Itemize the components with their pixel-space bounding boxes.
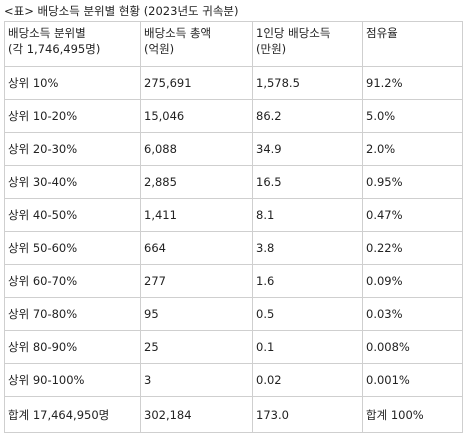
cell-per-capita: 8.1 [252,198,363,232]
cell-share: 0.03% [362,297,463,331]
header-line: 배당소득 분위별 [8,26,86,40]
cell-total: 95 [140,297,253,331]
table-row: 상위 80-90% 25 0.1 0.008% [4,330,463,364]
header-line: 점유율 [366,26,398,40]
header-income-percentile: 배당소득 분위별 (각 1,746,495명) [4,21,141,67]
table-header-row: 배당소득 분위별 (각 1,746,495명) 배당소득 총액 (억원) 1인당… [4,21,463,67]
cell-per-capita: 0.5 [252,297,363,331]
cell-total-sum: 302,184 [140,396,253,433]
cell-total-share: 합계 100% [362,396,463,433]
table-row: 상위 20-30% 6,088 34.9 2.0% [4,132,463,166]
table-row: 상위 10-20% 15,046 86.2 5.0% [4,99,463,133]
cell-total: 3 [140,363,253,397]
cell-per-capita: 0.1 [252,330,363,364]
header-line: 1인당 배당소득 [256,26,331,40]
cell-total: 2,885 [140,165,253,199]
cell-per-capita: 3.8 [252,231,363,265]
header-line: (억원) [144,42,175,56]
cell-total: 6,088 [140,132,253,166]
header-share: 점유율 [362,21,463,67]
cell-total: 1,411 [140,198,253,232]
table-total-row: 합계 17,464,950명 302,184 173.0 합계 100% [4,396,463,433]
cell-percentile: 상위 10% [4,66,141,100]
cell-share: 0.22% [362,231,463,265]
table-row: 상위 50-60% 664 3.8 0.22% [4,231,463,265]
cell-total: 25 [140,330,253,364]
header-total-dividend: 배당소득 총액 (억원) [140,21,253,67]
table-row: 상위 10% 275,691 1,578.5 91.2% [4,66,463,100]
cell-per-capita: 34.9 [252,132,363,166]
cell-share: 0.47% [362,198,463,232]
cell-per-capita: 1.6 [252,264,363,298]
cell-percentile: 상위 90-100% [4,363,141,397]
cell-total: 15,046 [140,99,253,133]
cell-percentile: 상위 40-50% [4,198,141,232]
cell-share: 0.95% [362,165,463,199]
cell-total: 664 [140,231,253,265]
cell-share: 0.008% [362,330,463,364]
cell-percentile: 상위 30-40% [4,165,141,199]
cell-total: 277 [140,264,253,298]
cell-per-capita: 86.2 [252,99,363,133]
cell-share: 2.0% [362,132,463,166]
header-line: (각 1,746,495명) [8,42,101,56]
table-row: 상위 90-100% 3 0.02 0.001% [4,363,463,397]
cell-share: 91.2% [362,66,463,100]
header-per-capita-dividend: 1인당 배당소득 (만원) [252,21,363,67]
table-row: 상위 70-80% 95 0.5 0.03% [4,297,463,331]
cell-total-count: 합계 17,464,950명 [4,396,141,433]
dividend-income-table: 배당소득 분위별 (각 1,746,495명) 배당소득 총액 (억원) 1인당… [4,21,463,433]
cell-percentile: 상위 80-90% [4,330,141,364]
cell-percentile: 상위 60-70% [4,264,141,298]
cell-share: 5.0% [362,99,463,133]
table-row: 상위 60-70% 277 1.6 0.09% [4,264,463,298]
cell-share: 0.09% [362,264,463,298]
cell-percentile: 상위 20-30% [4,132,141,166]
cell-per-capita: 16.5 [252,165,363,199]
cell-total: 275,691 [140,66,253,100]
table-row: 상위 40-50% 1,411 8.1 0.47% [4,198,463,232]
table-caption: <표> 배당소득 분위별 현황 (2023년도 귀속분) [4,4,239,18]
cell-percentile: 상위 70-80% [4,297,141,331]
cell-total-per-capita: 173.0 [252,396,363,433]
header-line: 배당소득 총액 [144,26,212,40]
cell-share: 0.001% [362,363,463,397]
cell-percentile: 상위 10-20% [4,99,141,133]
table-row: 상위 30-40% 2,885 16.5 0.95% [4,165,463,199]
header-line: (만원) [256,42,287,56]
cell-percentile: 상위 50-60% [4,231,141,265]
cell-per-capita: 1,578.5 [252,66,363,100]
cell-per-capita: 0.02 [252,363,363,397]
